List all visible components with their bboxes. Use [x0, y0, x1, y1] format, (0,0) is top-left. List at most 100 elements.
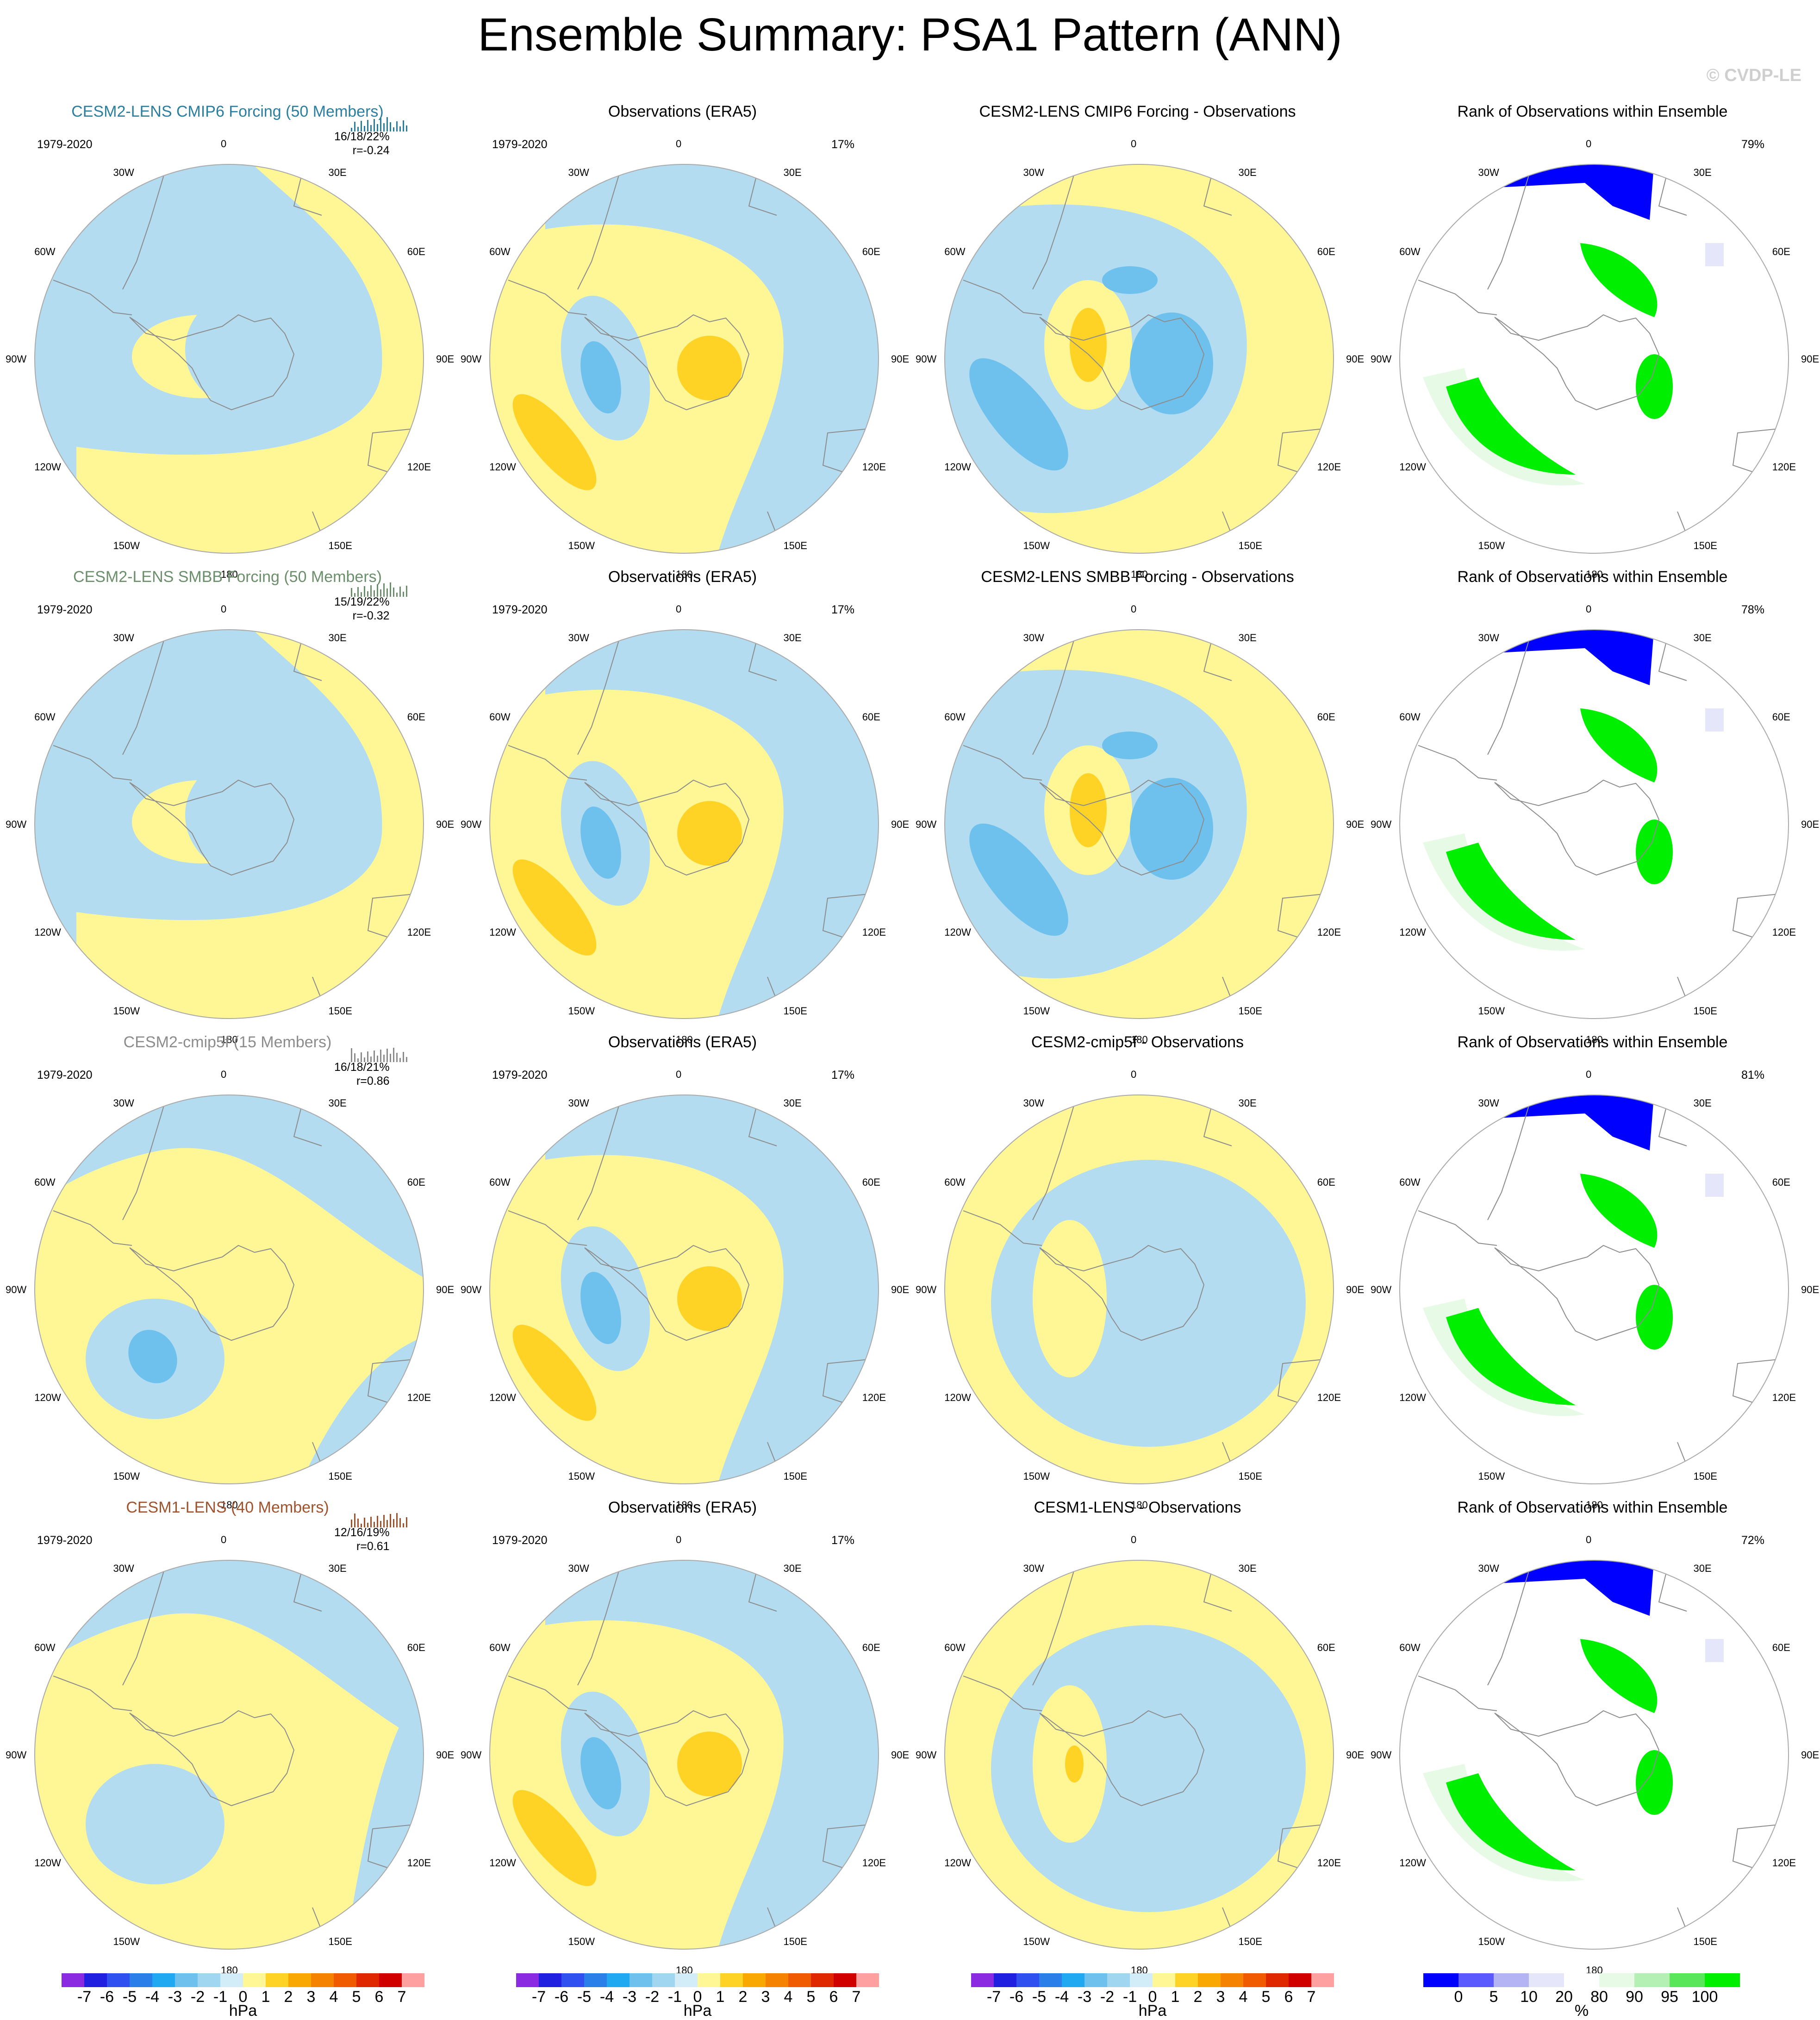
histogram-bar: [361, 1052, 362, 1062]
model-map: [34, 1560, 424, 1950]
colorbar-tick: 5: [1489, 1988, 1498, 2006]
south-america-west-coastline: [1487, 1104, 1530, 1220]
longitude-label: 120E: [1772, 1391, 1796, 1403]
histogram-bar: [367, 591, 368, 597]
longitude-label: 120E: [1317, 1857, 1341, 1869]
longitude-label: 150W: [1023, 1935, 1050, 1947]
histogram-bar: [393, 588, 394, 597]
longitude-label: 30E: [1238, 632, 1257, 644]
australia-coastline: [1277, 428, 1329, 475]
colorbar-tick: -1: [213, 1988, 228, 2006]
australia-coastline: [1277, 1358, 1329, 1406]
longitude-label: 30E: [328, 1563, 347, 1575]
longitude-label: 60E: [407, 711, 425, 723]
south-america-coastline: [508, 1210, 587, 1246]
longitude-label: 60W: [1399, 1641, 1421, 1653]
south-america-west-coastline: [122, 173, 165, 290]
longitude-label: 90E: [1801, 1749, 1820, 1761]
longitude-label: 120W: [489, 926, 516, 938]
colorbar-tick: -7: [986, 1988, 1001, 2006]
colorbar-tick: 100: [1691, 1988, 1718, 2006]
strong-positive-anomaly: [677, 801, 742, 866]
antarctica-coastline: [1039, 779, 1205, 876]
colorbar-swatch: [834, 1973, 856, 1987]
longitude-label: 150W: [113, 539, 140, 551]
strong-negative-anomaly: [1130, 313, 1213, 414]
ensemble-stats: 15/19/22% r=-0.32: [334, 595, 390, 623]
colorbar-swatch: [1670, 1973, 1705, 1987]
colorbar-tick: -7: [77, 1988, 92, 2006]
colorbar-tick: 20: [1555, 1988, 1573, 2006]
longitude-label: 90E: [1346, 1749, 1365, 1761]
colorbar-swatch: [1705, 1973, 1740, 1987]
field-background: [1400, 1095, 1789, 1484]
colorbar-swatch: [743, 1973, 766, 1987]
longitude-label: 30W: [113, 1097, 134, 1109]
map-boundary: [1399, 629, 1789, 1019]
colorbar-unit: hPa: [1138, 2002, 1167, 2020]
histogram-bar: [383, 1515, 385, 1527]
colorbar-swatch: [1494, 1973, 1529, 1987]
longitude-label: 90E: [891, 353, 910, 365]
map-boundary: [489, 629, 879, 1019]
high-rank-region: [1636, 1750, 1673, 1815]
south-america-coastline: [963, 745, 1042, 781]
variance-range: 16/18/22%: [334, 130, 390, 143]
longitude-label: 30E: [783, 1563, 802, 1575]
longitude-label: 60W: [1399, 711, 1421, 723]
longitude-label: 180: [1586, 569, 1603, 580]
south-america-west-coastline: [577, 1104, 620, 1220]
map-boundary: [944, 164, 1334, 554]
south-america-coastline: [53, 745, 132, 781]
longitude-label: 120W: [1399, 461, 1426, 473]
colorbar-swatch: [266, 1973, 288, 1987]
africa-coastline: [293, 1564, 322, 1612]
histogram-bar: [393, 1519, 394, 1527]
longitude-label: 60W: [489, 711, 511, 723]
period-label: 1979-2020: [492, 1534, 548, 1547]
africa-coastline: [1203, 169, 1232, 216]
colorbar-tick: 4: [329, 1988, 338, 2006]
histogram-bar: [383, 1055, 385, 1062]
australia-coastline: [1732, 1358, 1784, 1406]
longitude-label: 150W: [1023, 1470, 1050, 1482]
south-america-coastline: [53, 1676, 132, 1711]
high-rank-region: [1446, 377, 1576, 475]
longitude-label: 30E: [328, 167, 347, 179]
negative-anomaly-region: [86, 1764, 224, 1884]
strong-positive-anomaly: [1070, 308, 1107, 382]
australia-coastline: [822, 893, 874, 940]
strong-positive-anomaly: [677, 1732, 742, 1796]
model-panel: CESM2-LENS CMIP6 Forcing (50 Members) 197…: [0, 88, 455, 580]
longitude-label: 30E: [328, 1097, 347, 1109]
australia-coastline: [1732, 1824, 1784, 1871]
colorbar-tick: 7: [852, 1988, 861, 2006]
colorbar-tick: -2: [645, 1988, 660, 2006]
longitude-label: 60W: [1399, 245, 1421, 257]
negative-anomaly-region: [545, 1560, 879, 1949]
africa-coastline: [1203, 1099, 1232, 1146]
colorbar-swatch: [1085, 1973, 1107, 1987]
longitude-label: 120W: [489, 1391, 516, 1403]
panel-title: CESM1-LENS - Observations: [1034, 1499, 1241, 1516]
longitude-label: 0: [1131, 1069, 1137, 1080]
colorbar-tick: 2: [1193, 1988, 1203, 2006]
longitude-label: 150E: [1693, 539, 1717, 551]
longitude-label: 60E: [1772, 711, 1790, 723]
histogram-bar: [354, 593, 355, 597]
africa-coastline: [1658, 169, 1687, 216]
longitude-label: 0: [676, 138, 682, 150]
australia-coastline: [1277, 1824, 1329, 1871]
strong-negative-anomaly: [969, 823, 1068, 936]
rank-panel: Rank of Observations within Ensemble 81% 0…: [1365, 1019, 1820, 1511]
longitude-label: 90W: [6, 819, 27, 830]
longitude-label: 180: [1131, 1034, 1148, 1045]
strong-negative-anomaly: [1102, 732, 1158, 759]
colorbar-swatch: [856, 1973, 879, 1987]
field-background: [1400, 630, 1789, 1019]
longitude-label: 150W: [113, 1470, 140, 1482]
panel-title: Observations (ERA5): [608, 1033, 757, 1051]
longitude-label: 150E: [1238, 539, 1262, 551]
colorbar-swatch: [1107, 1973, 1130, 1987]
south-america-west-coastline: [1032, 173, 1075, 290]
